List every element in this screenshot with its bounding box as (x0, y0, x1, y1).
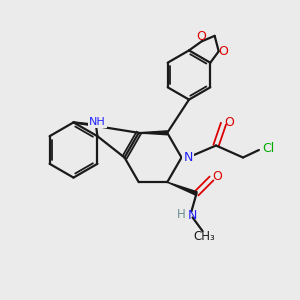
Text: Cl: Cl (262, 142, 274, 155)
Text: N: N (183, 151, 193, 164)
Text: H: H (177, 208, 186, 221)
Text: CH₃: CH₃ (193, 230, 215, 244)
Text: O: O (224, 116, 234, 129)
Text: NH: NH (89, 117, 106, 127)
Text: N: N (188, 208, 197, 222)
Text: O: O (218, 45, 228, 58)
Polygon shape (167, 182, 197, 195)
Polygon shape (139, 131, 167, 135)
Text: O: O (197, 29, 206, 43)
Text: O: O (212, 169, 222, 183)
